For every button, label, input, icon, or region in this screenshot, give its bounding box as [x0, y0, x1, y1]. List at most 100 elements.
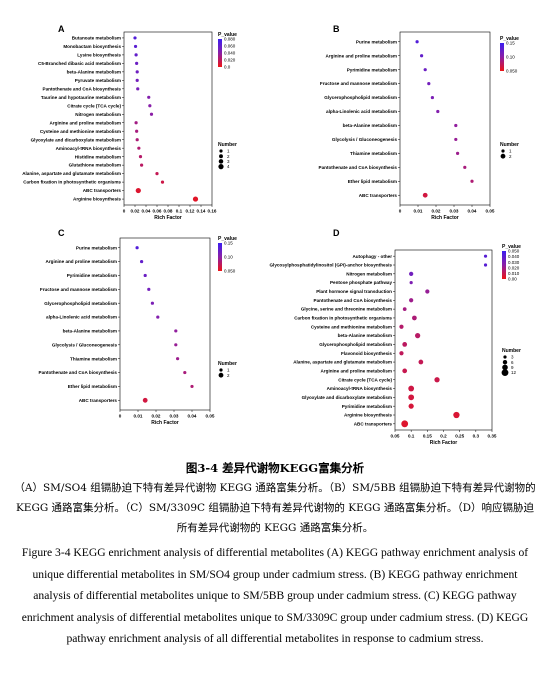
- size-legend-label: 1: [227, 368, 230, 373]
- category-label: Glycosylphosphatidylinositol (GPI)-ancho…: [269, 263, 392, 268]
- category-label: Arginine and proline metabolism: [46, 259, 117, 264]
- color-legend-tick: 0.040: [224, 51, 236, 56]
- color-legend-title: P_value: [500, 36, 519, 42]
- caption-title: 图3-4 差异代谢物KEGG富集分析: [185, 461, 365, 475]
- size-legend-label: 9: [511, 365, 514, 370]
- x-tick-label: 0.3: [473, 434, 480, 439]
- category-label: ABC transporters: [359, 193, 398, 198]
- category-label: Glycolysis / Gluconeogenesis: [332, 137, 398, 142]
- x-tick-label: 0: [119, 414, 122, 419]
- category-label: Butanoate metabolism: [72, 36, 121, 41]
- x-axis-title: Rich Factor: [154, 215, 182, 221]
- data-point: [135, 187, 141, 194]
- x-tick-label: 0.04: [188, 414, 197, 419]
- size-legend-dot: [501, 149, 505, 153]
- chart-panel-b: B Purine metabolism Arginine and proline m…: [319, 24, 520, 221]
- category-label: Carbon fixation in photosynthetic organi…: [294, 316, 392, 321]
- size-legend-dot: [502, 364, 508, 371]
- color-legend-bar: [500, 43, 504, 71]
- color-legend-tick: 0.10: [506, 55, 515, 60]
- category-label: Autophagy - other: [352, 254, 392, 259]
- x-tick-label: 0.04: [142, 209, 151, 214]
- plot-area: [394, 249, 493, 431]
- chart-panel-d: D Autophagy - other Glycosylphosphatidylin…: [269, 228, 521, 446]
- category-label: Pantothenate and CoA biosynthesis: [314, 298, 393, 303]
- category-label: C5-Branched dibasic acid metabolism: [38, 61, 121, 66]
- size-legend-label: 12: [511, 370, 517, 375]
- category-label: ABC transporters: [354, 421, 393, 426]
- x-tick-label: 0.12: [186, 209, 195, 214]
- data-point: [135, 129, 139, 133]
- data-point: [133, 44, 138, 49]
- category-label: Ether lipid metabolism: [68, 384, 117, 389]
- category-label: Purine metabolism: [76, 245, 117, 250]
- size-legend-label: 2: [509, 154, 512, 159]
- x-tick-label: 0.04: [468, 209, 477, 214]
- x-tick-label: 0.03: [450, 209, 459, 214]
- category-label: Nitrogen metabolism: [75, 112, 121, 117]
- category-label: beta-Alanine metabolism: [67, 69, 121, 74]
- data-point: [453, 411, 460, 419]
- size-legend-dot: [500, 153, 506, 159]
- data-point: [418, 359, 424, 365]
- category-label: Aminoacyl-tRNA biosynthesis: [56, 146, 122, 151]
- data-point: [399, 351, 404, 356]
- size-legend-label: 1: [227, 149, 230, 154]
- category-label: Pantothenate and CoA biosynthesis: [319, 165, 398, 170]
- category-label: Cysteine and methionine metabolism: [40, 129, 121, 134]
- x-tick-label: 0.35: [488, 434, 497, 439]
- data-point: [420, 54, 424, 58]
- panel-letter: B: [333, 24, 340, 34]
- data-point: [454, 123, 458, 128]
- category-label: Glycolysis / Gluconeogenesis: [52, 342, 118, 347]
- color-legend-title: P_value: [502, 244, 521, 250]
- x-tick-label: 0.15: [423, 434, 432, 439]
- data-point: [402, 307, 407, 311]
- size-legend-label: 3: [511, 355, 514, 360]
- category-label: beta-Alanine metabolism: [343, 123, 397, 128]
- x-tick-label: 0.01: [134, 414, 143, 419]
- category-label: Fructose and mannose metabolism: [320, 81, 397, 86]
- category-label: Pentose phosphate pathway: [330, 280, 392, 285]
- data-point: [174, 329, 178, 333]
- x-tick-label: 0: [123, 209, 126, 214]
- data-point: [155, 172, 159, 176]
- data-point: [156, 315, 160, 319]
- category-label: Alanine, aspartate and glutamate metabol…: [22, 171, 121, 176]
- data-point: [142, 397, 148, 403]
- x-tick-label: 0.1: [176, 209, 183, 214]
- data-point: [136, 87, 140, 91]
- category-label: Arginine and proline metabolism: [50, 120, 121, 125]
- data-point: [412, 315, 417, 321]
- data-point: [425, 289, 430, 294]
- data-point: [422, 192, 428, 198]
- size-legend-title: Number: [502, 348, 521, 354]
- category-label: alpha-Linolenic acid metabolism: [46, 315, 117, 320]
- color-legend-tick: 0.020: [224, 58, 236, 63]
- category-label: beta-Alanine metabolism: [338, 333, 392, 338]
- category-label: Histidine metabolism: [75, 154, 121, 159]
- category-label: ABC transporters: [79, 398, 118, 403]
- data-point: [454, 137, 458, 142]
- size-legend-dot: [218, 164, 224, 170]
- data-point: [434, 377, 440, 383]
- category-label: Taurine and hypotaurine metabolism: [41, 95, 121, 100]
- size-legend-dot: [219, 149, 223, 153]
- data-point: [483, 263, 488, 267]
- color-legend-tick: 0.0: [224, 65, 231, 70]
- data-point: [436, 109, 440, 114]
- data-point: [174, 343, 178, 347]
- category-label: Arginine biosynthesis: [344, 413, 392, 418]
- data-point: [408, 385, 415, 392]
- x-tick-label: 0.14: [197, 209, 206, 214]
- color-legend-tick: 0.15: [224, 241, 233, 246]
- size-legend-label: 2: [227, 154, 230, 159]
- data-point: [409, 298, 414, 303]
- category-label: Nitrogen metabolism: [346, 271, 392, 276]
- data-point: [190, 384, 194, 389]
- color-legend-tick: 0.050: [224, 269, 236, 274]
- data-point: [409, 271, 414, 276]
- x-axis-title: Rich Factor: [431, 215, 459, 221]
- plot-area: [119, 237, 211, 411]
- data-point: [133, 36, 137, 40]
